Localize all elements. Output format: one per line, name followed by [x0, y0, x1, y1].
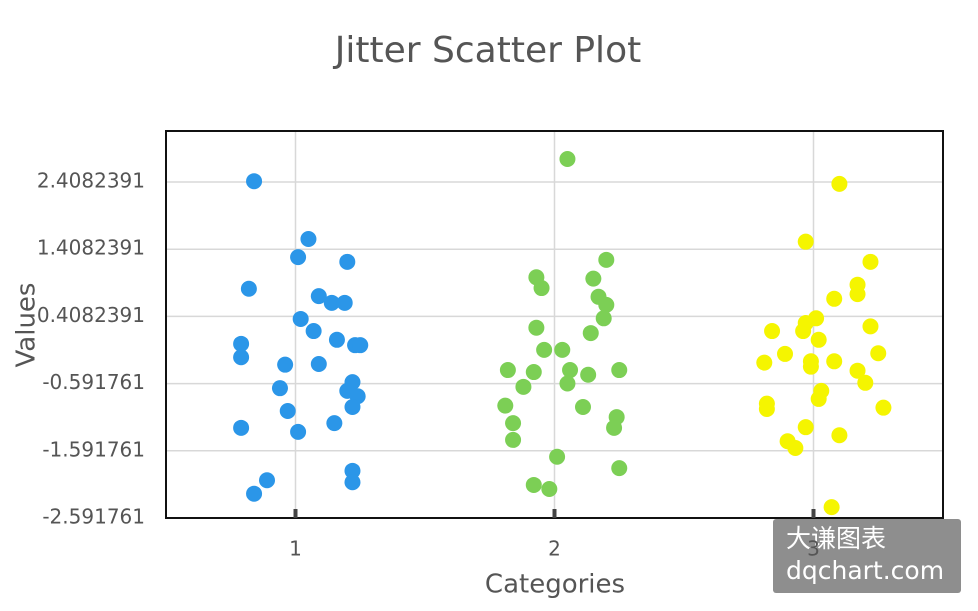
point	[823, 499, 840, 516]
point	[292, 310, 309, 327]
point	[336, 294, 353, 311]
point	[277, 356, 294, 373]
point	[344, 398, 361, 415]
point	[344, 462, 361, 479]
point	[233, 349, 250, 366]
watermark-box	[773, 519, 961, 593]
point	[797, 233, 814, 250]
point	[505, 431, 522, 448]
point	[323, 294, 340, 311]
point	[574, 398, 591, 415]
point	[611, 362, 628, 379]
point	[810, 390, 827, 407]
point	[849, 286, 866, 303]
point	[533, 280, 550, 297]
point	[758, 401, 775, 418]
point	[585, 270, 602, 287]
point	[611, 460, 628, 477]
point	[862, 253, 879, 270]
y-tick-label: 0.4082391	[37, 303, 145, 327]
point	[233, 335, 250, 352]
x-tick-label: 2	[548, 537, 561, 561]
point	[582, 325, 599, 342]
point	[554, 341, 571, 358]
watermark: dqchart.com	[786, 556, 944, 585]
point	[497, 397, 514, 414]
point	[559, 151, 576, 168]
point	[326, 415, 343, 432]
point	[259, 472, 276, 489]
point	[328, 331, 345, 348]
y-axis-label: Values	[12, 283, 42, 368]
point	[870, 345, 887, 362]
point	[580, 366, 597, 383]
y-tick-label: -2.591761	[42, 505, 145, 529]
point	[598, 296, 615, 313]
point	[595, 310, 612, 327]
point	[541, 480, 558, 497]
x-axis-label: Categories	[485, 570, 625, 600]
point	[290, 423, 307, 440]
point	[598, 251, 615, 268]
point	[528, 319, 545, 336]
point	[515, 378, 532, 395]
y-tick-label: 2.4082391	[37, 168, 145, 192]
y-tick-label: 1.4082391	[37, 236, 145, 260]
x-tick-label: 3	[807, 537, 820, 561]
x-tick-label: 1	[289, 537, 302, 561]
point	[279, 403, 296, 420]
point	[310, 355, 327, 372]
point	[525, 364, 542, 381]
point	[862, 318, 879, 335]
point	[810, 331, 827, 348]
point	[352, 337, 369, 354]
point	[525, 476, 542, 493]
point	[310, 288, 327, 305]
point	[875, 399, 892, 416]
chart-title: Jitter Scatter Plot	[333, 30, 641, 71]
point	[499, 362, 516, 379]
y-tick-label: -1.591761	[42, 437, 145, 461]
point	[246, 173, 263, 190]
point	[562, 362, 579, 379]
point	[233, 419, 250, 436]
point	[505, 415, 522, 432]
plot-area	[166, 131, 943, 519]
point	[606, 419, 623, 436]
point	[240, 280, 257, 297]
point	[271, 380, 288, 397]
point	[339, 253, 356, 270]
point	[300, 230, 317, 247]
watermark: 大谦图表	[786, 524, 886, 553]
point	[536, 341, 553, 358]
point	[826, 290, 843, 307]
point	[797, 419, 814, 436]
point	[756, 354, 773, 371]
point	[802, 358, 819, 375]
point	[549, 448, 566, 465]
point	[831, 175, 848, 192]
point	[787, 439, 804, 456]
point	[857, 374, 874, 391]
point	[826, 353, 843, 370]
y-tick-label: -0.591761	[42, 370, 145, 394]
point	[849, 362, 866, 379]
point	[795, 323, 812, 340]
point	[559, 375, 576, 392]
point	[246, 485, 263, 502]
point	[831, 427, 848, 444]
point	[305, 323, 322, 340]
point	[344, 474, 361, 491]
point	[777, 345, 794, 362]
point	[764, 323, 781, 340]
point	[290, 249, 307, 266]
